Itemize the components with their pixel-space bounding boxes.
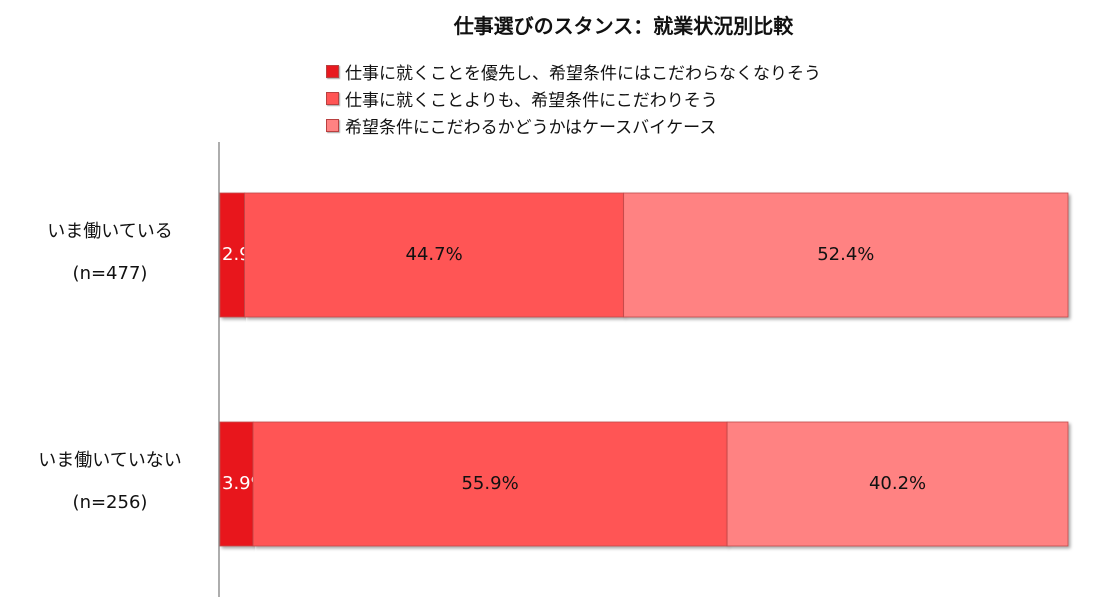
bar-segment-2-3 xyxy=(726,421,1069,547)
bar-segment-1-2 xyxy=(244,192,625,318)
category-labels-group: いま働いている (n=477) いま働いていない (n=256) xyxy=(38,221,181,513)
bar-segment-2-1 xyxy=(219,421,254,547)
legend-item-3: 希望条件にこだわるかどうかはケースバイケース xyxy=(326,112,821,139)
legend-swatch-1 xyxy=(326,65,339,78)
bar-segment-1-3 xyxy=(623,192,1069,318)
bar-segment-2-2 xyxy=(252,421,728,547)
bars-group: 2.9%44.7%52.4%3.9%55.9%40.2% xyxy=(219,192,1069,547)
data-label-2-2: 55.9% xyxy=(461,473,518,494)
category-label-1: いま働いている xyxy=(47,221,172,242)
legend-label-3: 希望条件にこだわるかどうかはケースバイケース xyxy=(345,118,717,138)
legend-label-1: 仕事に就くことを優先し、希望条件にはこだわらなくなりそう xyxy=(345,64,821,84)
category-n-1: (n=477) xyxy=(73,263,148,284)
legend-label-2: 仕事に就くことよりも、希望条件にこだわりそう xyxy=(345,91,718,111)
data-label-1-2: 44.7% xyxy=(406,244,463,265)
data-label-2-3: 40.2% xyxy=(869,473,926,494)
legend-item-1: 仕事に就くことを優先し、希望条件にはこだわらなくなりそう xyxy=(326,58,821,85)
chart-title: 仕事選びのスタンス：就業状況別比較 xyxy=(453,14,794,38)
legend: 仕事に就くことを優先し、希望条件にはこだわらなくなりそう 仕事に就くことよりも、… xyxy=(326,58,821,139)
category-n-2: (n=256) xyxy=(73,492,148,513)
legend-swatch-3 xyxy=(326,119,339,132)
category-label-2: いま働いていない xyxy=(38,450,181,471)
legend-swatch-2 xyxy=(326,92,339,105)
data-label-1-3: 52.4% xyxy=(817,244,874,265)
legend-item-2: 仕事に就くことよりも、希望条件にこだわりそう xyxy=(326,85,821,112)
